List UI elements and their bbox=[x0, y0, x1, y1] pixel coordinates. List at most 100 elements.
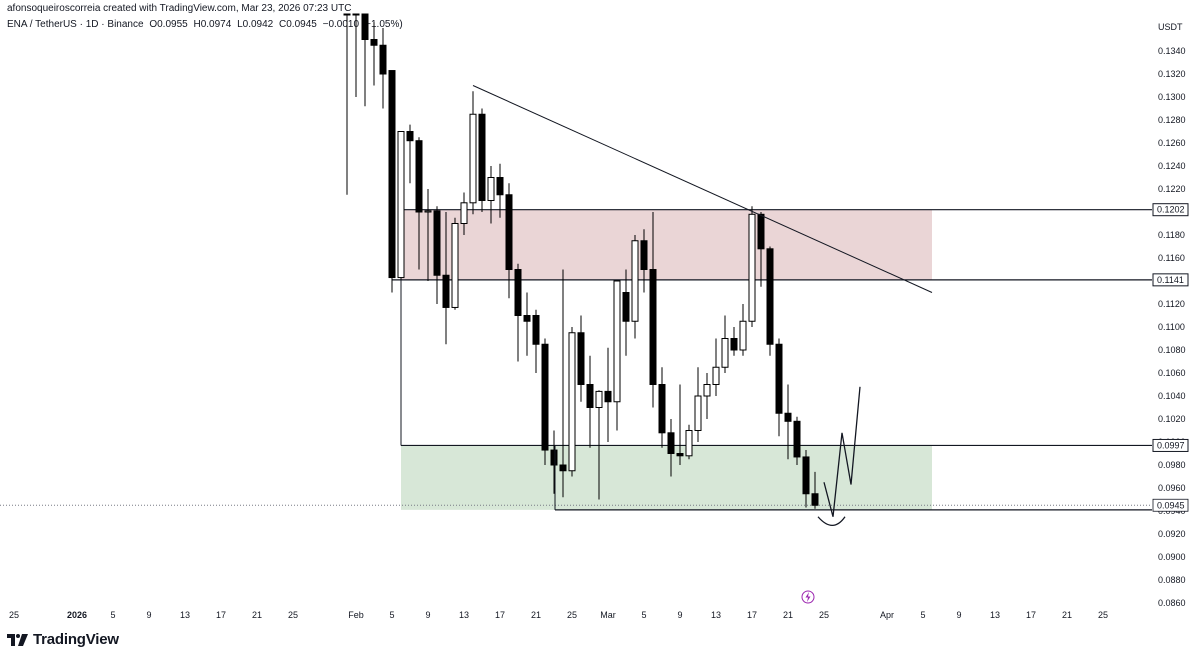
time-tick-label: 21 bbox=[531, 610, 541, 620]
candle-body bbox=[343, 13, 351, 16]
candle bbox=[361, 13, 369, 107]
candle bbox=[532, 309, 540, 373]
candle-body bbox=[397, 131, 405, 279]
low-value: L0.0942 bbox=[237, 19, 274, 30]
candle-body bbox=[460, 202, 468, 225]
price-tag-label: 0.1202 bbox=[1157, 205, 1185, 215]
candle bbox=[775, 338, 783, 437]
candle bbox=[712, 338, 720, 396]
candle-body bbox=[694, 395, 702, 431]
chart-credit: afonsoqueiroscorreia created with Tradin… bbox=[7, 3, 352, 14]
time-tick-label: 9 bbox=[956, 610, 961, 620]
candles-layer bbox=[343, 13, 819, 509]
price-axis[interactable]: 0.1340 0.1320 0.1300 0.1280 0.1260 0.1240 0.12… bbox=[1158, 46, 1186, 608]
candle bbox=[658, 367, 666, 448]
candle-body bbox=[505, 194, 513, 270]
candle bbox=[343, 13, 351, 195]
candle-body bbox=[622, 292, 630, 322]
candle bbox=[721, 315, 729, 373]
price-tag: 0.0945 bbox=[1152, 498, 1189, 512]
projection-path bbox=[823, 386, 861, 517]
price-tick-label: 0.1060 bbox=[1158, 368, 1186, 378]
candle-body bbox=[604, 390, 612, 403]
events-icon[interactable] bbox=[801, 590, 815, 604]
time-axis[interactable]: 25 2026 5 9 13 17 21 25 Feb 5 9 13 17 21 25 Mar 5 9 13 17 21… bbox=[9, 610, 1108, 620]
time-tick-label: 13 bbox=[990, 610, 1000, 620]
candle bbox=[514, 263, 522, 362]
candle bbox=[640, 229, 648, 293]
price-tag-box bbox=[1152, 273, 1189, 287]
time-tick-label: 5 bbox=[641, 610, 646, 620]
candle-body bbox=[370, 39, 378, 46]
time-tick-label: 21 bbox=[252, 610, 262, 620]
candle-body bbox=[361, 13, 369, 40]
candle-body bbox=[676, 453, 684, 457]
high-value: H0.0974 bbox=[193, 19, 232, 30]
candle-body bbox=[667, 432, 675, 454]
candle bbox=[568, 327, 576, 477]
candle bbox=[676, 384, 684, 465]
candle-body bbox=[640, 240, 648, 270]
candle-body bbox=[388, 70, 396, 279]
candle-body bbox=[613, 280, 621, 403]
currency-label[interactable]: USDT bbox=[1158, 22, 1183, 32]
time-tick-label: Feb bbox=[348, 610, 364, 620]
candle-body bbox=[415, 140, 423, 213]
candle bbox=[424, 189, 432, 281]
price-tag-label: 0.0997 bbox=[1157, 440, 1185, 450]
tradingview-logo[interactable]: TradingView bbox=[7, 631, 119, 648]
candle bbox=[622, 269, 630, 356]
candle bbox=[757, 212, 765, 287]
candle bbox=[541, 338, 549, 465]
time-tick-label: 13 bbox=[711, 610, 721, 620]
tradingview-logo-text: TradingView bbox=[33, 631, 119, 648]
price-tick-label: 0.1220 bbox=[1158, 184, 1186, 194]
drawings-layer bbox=[400, 85, 933, 527]
candle-body bbox=[721, 338, 729, 368]
price-tag-box bbox=[1152, 203, 1189, 217]
candle-body bbox=[748, 213, 756, 322]
candle bbox=[811, 471, 819, 509]
supply-zone bbox=[401, 209, 932, 280]
candle-body bbox=[559, 464, 567, 472]
price-tick-label: 0.0920 bbox=[1158, 529, 1186, 539]
price-tags-layer: 0.1202 0.1141 0.0997 0.0945 bbox=[1152, 203, 1189, 512]
candle-body bbox=[541, 343, 549, 451]
time-tick-label: 9 bbox=[425, 610, 430, 620]
price-tag-box bbox=[1152, 438, 1189, 452]
price-tick-label: 0.1320 bbox=[1158, 69, 1186, 79]
time-tick-label: 2026 bbox=[67, 610, 87, 620]
candle-body bbox=[766, 248, 774, 345]
price-tick-label: 0.1180 bbox=[1158, 230, 1185, 240]
candle-body bbox=[631, 240, 639, 322]
candle bbox=[433, 206, 441, 304]
candle-body bbox=[523, 315, 531, 322]
candle bbox=[586, 355, 594, 448]
candle-body bbox=[793, 420, 801, 458]
time-tick-label: 13 bbox=[459, 610, 469, 620]
price-tick-label: 0.1240 bbox=[1158, 161, 1186, 171]
candle bbox=[451, 217, 459, 310]
candle bbox=[487, 166, 495, 224]
candle bbox=[559, 269, 567, 498]
candle-body bbox=[496, 177, 504, 196]
candle bbox=[703, 373, 711, 419]
candle-body bbox=[487, 177, 495, 201]
price-tick-label: 0.1340 bbox=[1158, 46, 1186, 56]
tradingview-logo-icon bbox=[7, 633, 28, 646]
time-tick-label: 25 bbox=[567, 610, 577, 620]
candle bbox=[406, 124, 414, 184]
time-tick-label: 21 bbox=[1062, 610, 1072, 620]
candle bbox=[379, 28, 387, 109]
price-tag-label: 0.0945 bbox=[1157, 500, 1185, 510]
price-tag: 0.0997 bbox=[1152, 438, 1189, 452]
candle bbox=[469, 91, 477, 215]
price-tick-label: 0.1080 bbox=[1158, 345, 1186, 355]
candle bbox=[685, 424, 693, 460]
demand-zone bbox=[401, 445, 932, 510]
symbol-label[interactable]: ENA / TetherUS · 1D · Binance bbox=[7, 19, 144, 30]
candle bbox=[802, 450, 810, 508]
time-tick-label: Mar bbox=[600, 610, 616, 620]
price-tick-label: 0.0860 bbox=[1158, 598, 1186, 608]
